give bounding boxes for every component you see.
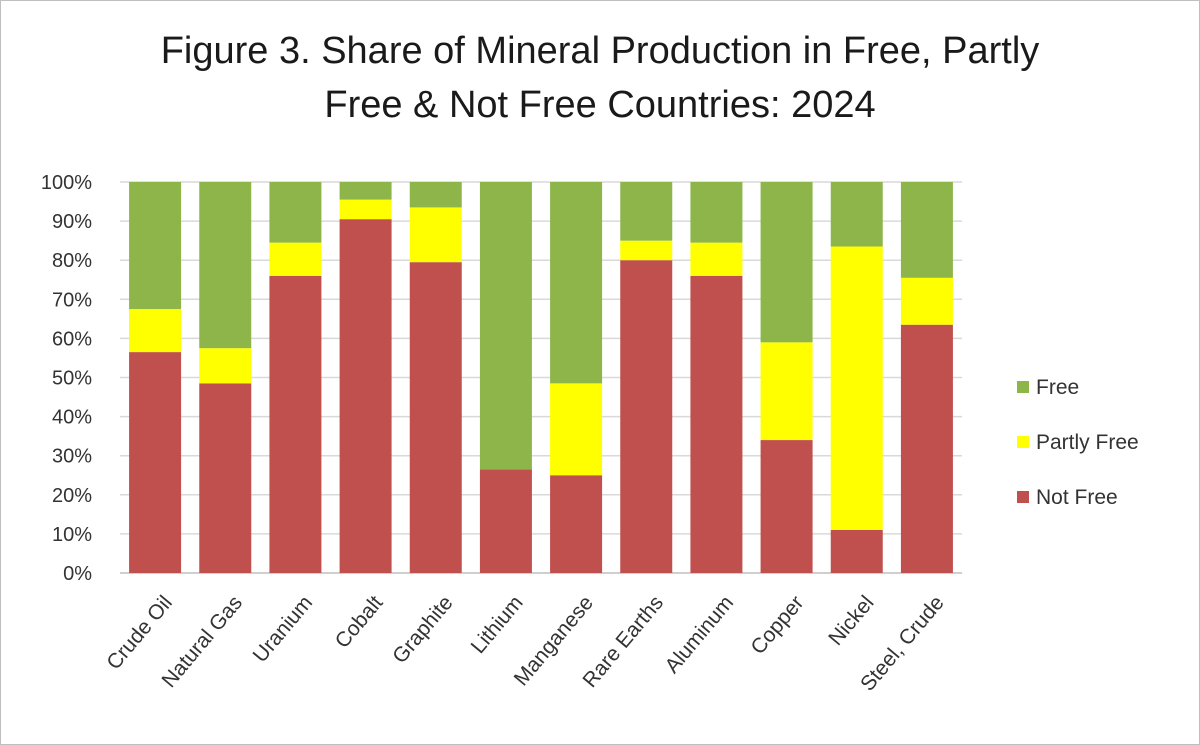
chart-title-line-2: Free & Not Free Countries: 2024 xyxy=(324,84,876,126)
x-tick-label: Uranium xyxy=(249,591,318,667)
bar-segment-partly-free xyxy=(269,242,322,276)
bar-segment-not-free xyxy=(760,440,813,573)
y-axis: 0% 10% 20% 30% 40% 50% 60% 70% 80% 90% 100% xyxy=(41,172,92,585)
bar-segment-free xyxy=(900,182,953,278)
y-tick-label: 50% xyxy=(52,368,92,390)
chart-title: Figure 3. Share of Mineral Production in… xyxy=(0,24,1200,132)
x-tick-label: Copper xyxy=(747,591,809,659)
bar-segment-partly-free xyxy=(830,246,883,530)
bar-segment-free xyxy=(620,182,673,241)
legend-swatch xyxy=(1017,491,1029,503)
legend-label: Not Free xyxy=(1036,486,1118,509)
y-tick-label: 0% xyxy=(63,563,92,585)
legend-swatch xyxy=(1017,381,1029,393)
bar-segment-not-free xyxy=(199,383,252,573)
x-tick-label: Aluminum xyxy=(661,591,739,677)
bar-segment-not-free xyxy=(479,469,532,573)
bar-segment-free xyxy=(690,182,743,243)
gridlines xyxy=(120,181,962,574)
bar-segment-free xyxy=(129,182,182,310)
bar-segment-partly-free xyxy=(620,240,673,261)
y-tick-label: 40% xyxy=(52,407,92,429)
bar-segment-not-free xyxy=(269,275,322,573)
legend: Free Partly Free Not Free xyxy=(1017,376,1139,509)
bar-segment-free xyxy=(479,182,532,470)
bar-segment-not-free xyxy=(830,529,883,573)
y-tick-label: 10% xyxy=(52,524,92,546)
x-tick-label: Crude Oil xyxy=(102,591,177,674)
bar-segment-partly-free xyxy=(760,342,813,441)
y-tick-label: 30% xyxy=(52,446,92,468)
y-tick-label: 70% xyxy=(52,289,92,311)
bar-segment-not-free xyxy=(409,262,462,573)
y-tick-label: 20% xyxy=(52,485,92,507)
x-tick-label: Nickel xyxy=(824,591,878,650)
y-tick-label: 80% xyxy=(52,250,92,272)
y-tick-label: 100% xyxy=(41,172,92,194)
bar-segment-free xyxy=(269,182,322,243)
bar-segment-partly-free xyxy=(409,207,462,263)
bar-segment-not-free xyxy=(620,260,673,573)
legend-label: Partly Free xyxy=(1036,431,1139,454)
bar-segment-free xyxy=(550,182,603,384)
x-tick-label: Cobalt xyxy=(331,591,388,652)
bar-segment-partly-free xyxy=(690,242,743,276)
bar-segment-partly-free xyxy=(199,348,252,384)
y-tick-label: 60% xyxy=(52,328,92,350)
bar-segment-not-free xyxy=(129,352,182,573)
bar-segment-free xyxy=(339,182,392,200)
x-tick-label: Graphite xyxy=(388,591,457,667)
bar-stacks xyxy=(129,182,953,573)
bar-segment-not-free xyxy=(690,275,743,573)
y-tick-label: 90% xyxy=(52,211,92,233)
legend-label: Free xyxy=(1036,376,1079,399)
bar-segment-not-free xyxy=(550,475,603,573)
legend-swatch xyxy=(1017,436,1029,448)
bar-segment-partly-free xyxy=(339,199,392,220)
bar-segment-free xyxy=(830,182,883,247)
bar-segment-partly-free xyxy=(900,277,953,325)
bar-segment-free xyxy=(409,182,462,208)
chart-title-line-1: Figure 3. Share of Mineral Production in… xyxy=(160,30,1040,72)
x-tick-label: Lithium xyxy=(467,591,528,658)
bar-segment-partly-free xyxy=(550,383,603,476)
bar-segment-partly-free xyxy=(129,309,182,353)
bar-segment-not-free xyxy=(900,324,953,573)
bar-segment-free xyxy=(199,182,252,349)
bar-segment-not-free xyxy=(339,219,392,573)
bar-segment-free xyxy=(760,182,813,343)
